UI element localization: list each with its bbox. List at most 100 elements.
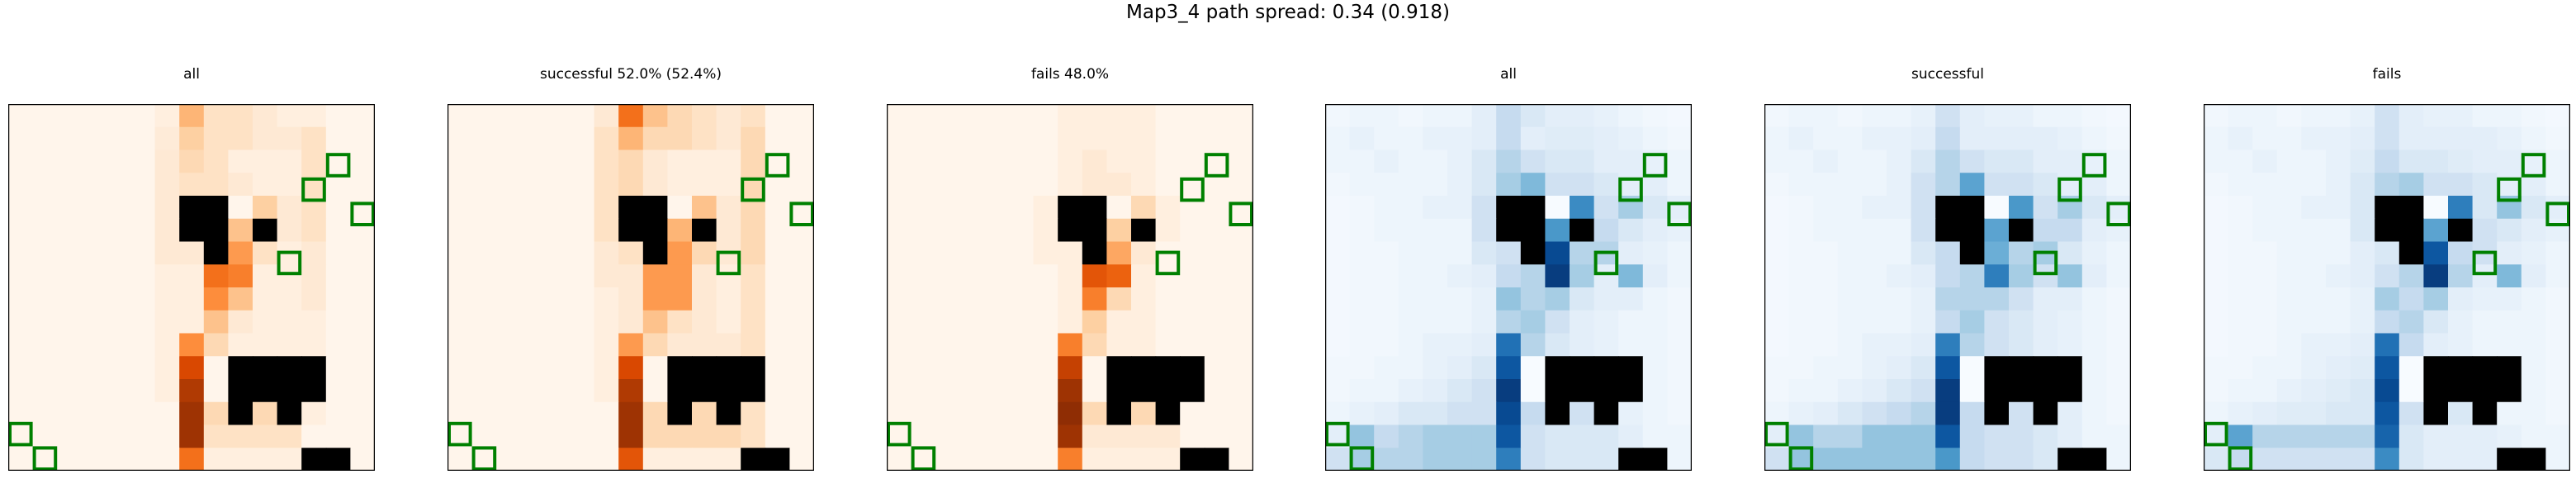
heatmap-cell: [32, 241, 58, 265]
heatmap-cell: [1349, 424, 1375, 448]
heatmap-cell: [1423, 241, 1448, 265]
heatmap-cell: [1764, 196, 1790, 220]
heatmap-cell: [2033, 333, 2058, 357]
heatmap-cell: [1204, 356, 1229, 380]
heatmap-cell: [1837, 448, 1863, 471]
marker-square: [2497, 177, 2522, 202]
heatmap-cell: [716, 104, 741, 128]
heatmap-cell: [277, 264, 302, 288]
heatmap-cell: [2301, 401, 2327, 426]
heatmap-cell: [959, 356, 985, 380]
heatmap-cell: [1935, 264, 1961, 288]
heatmap-cell: [277, 424, 302, 448]
heatmap-cell: [325, 401, 351, 426]
heatmap-cell: [984, 196, 1010, 220]
obstacle-cell: [1984, 379, 2010, 403]
heatmap-cell: [325, 104, 351, 128]
heatmap-cell: [1984, 264, 2010, 288]
heatmap-cell: [106, 310, 131, 334]
heatmap-cell: [765, 104, 790, 128]
heatmap-cell: [2252, 448, 2278, 471]
heatmap-cell: [57, 401, 83, 426]
heatmap-cell: [1764, 356, 1790, 380]
heatmap-cell: [570, 424, 595, 448]
heatmap-cell: [350, 218, 375, 243]
heatmap-cell: [2350, 173, 2375, 197]
heatmap-cell: [545, 126, 571, 151]
heatmap-cell: [1131, 149, 1157, 173]
heatmap-cell: [1667, 241, 1692, 265]
heatmap-cell: [1082, 424, 1107, 448]
heatmap-cell: [1496, 333, 1522, 357]
heatmap-cell: [1862, 149, 1887, 173]
heatmap-cell: [2204, 287, 2229, 311]
heatmap-cell: [203, 333, 229, 357]
heatmap-cell: [1106, 218, 1132, 243]
heatmap-cell: [81, 126, 107, 151]
heatmap-cell: [1325, 218, 1351, 243]
heatmap-cell: [618, 104, 644, 128]
heatmap-cell: [2057, 173, 2083, 197]
heatmap-cell: [447, 448, 473, 471]
heatmap-cell: [1520, 126, 1546, 151]
heatmap-cell: [1935, 356, 1961, 380]
heatmap-cell: [789, 196, 814, 220]
heatmap-cell: [1106, 196, 1132, 220]
heatmap-cell: [2448, 241, 2474, 265]
heatmap-cell: [1545, 218, 1570, 243]
heatmap-cell: [887, 401, 912, 426]
obstacle-cell: [1959, 241, 1985, 265]
heatmap-cell: [2472, 448, 2498, 471]
marker-square: [1229, 202, 1253, 227]
heatmap-cell: [471, 401, 497, 426]
heatmap-cell: [1667, 379, 1692, 403]
heatmap-cell: [935, 149, 961, 173]
obstacle-cell: [228, 401, 253, 426]
heatmap-cell: [545, 264, 571, 288]
heatmap-cell: [447, 333, 473, 357]
heatmap-cell: [1813, 287, 1839, 311]
heatmap-cell: [1374, 287, 1399, 311]
heatmap-cell: [2009, 424, 2034, 448]
heatmap-cell: [1423, 149, 1448, 173]
obstacle-cell: [277, 356, 302, 380]
heatmap-cell: [2398, 356, 2424, 380]
heatmap-cell: [1911, 448, 1936, 471]
heatmap-cell: [130, 264, 156, 288]
heatmap-cell: [228, 218, 253, 243]
heatmap-cell: [911, 448, 936, 471]
heatmap-cell: [350, 173, 375, 197]
obstacle-cell: [2398, 196, 2424, 220]
heatmap-cell: [1349, 196, 1375, 220]
heatmap-cell: [301, 218, 327, 243]
obstacle-cell: [1618, 379, 1644, 403]
heatmap-cell: [471, 218, 497, 243]
heatmap-cell: [2350, 287, 2375, 311]
heatmap-cell: [2301, 333, 2327, 357]
obstacle-cell: [1593, 379, 1619, 403]
heatmap-cell: [520, 218, 546, 243]
heatmap-cell: [1423, 104, 1448, 128]
heatmap-chart: [2204, 104, 2570, 471]
heatmap-cell: [2301, 218, 2327, 243]
obstacle-cell: [692, 356, 717, 380]
heatmap-cell: [2375, 448, 2400, 471]
heatmap-cell: [1374, 333, 1399, 357]
heatmap-cell: [935, 448, 961, 471]
heatmap-cell: [1618, 218, 1644, 243]
heatmap-cell: [1033, 287, 1058, 311]
heatmap-cell: [1398, 264, 1423, 288]
heatmap-cell: [1887, 356, 1912, 380]
heatmap-cell: [1058, 149, 1083, 173]
heatmap-cell: [1349, 379, 1375, 403]
marker-square: [2204, 421, 2228, 447]
heatmap-cell: [8, 173, 34, 197]
obstacle-cell: [1106, 401, 1132, 426]
heatmap-cell: [1131, 126, 1157, 151]
heatmap-cell: [2252, 401, 2278, 426]
heatmap-cell: [1374, 126, 1399, 151]
heatmap-cell: [2204, 218, 2229, 243]
heatmap-cell: [2521, 333, 2546, 357]
heatmap-cell: [2398, 424, 2424, 448]
heatmap-cell: [447, 356, 473, 380]
